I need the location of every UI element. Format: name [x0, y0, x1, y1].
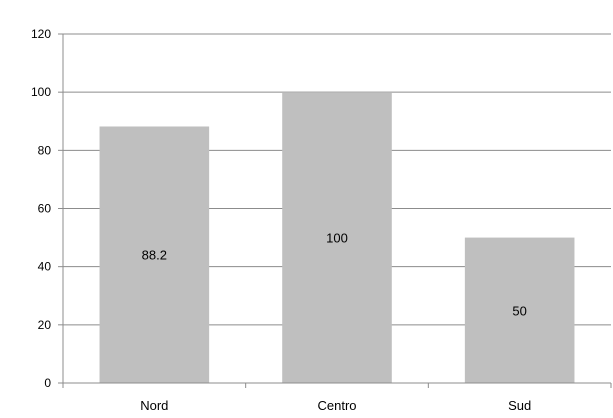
bar-nord — [99, 126, 210, 384]
y-tick-label: 20 — [38, 318, 52, 332]
y-tick-label: 60 — [38, 202, 52, 216]
y-tick-label: 40 — [38, 260, 52, 274]
x-tick-label-nord: Nord — [140, 398, 168, 413]
x-tick-label-centro: Centro — [317, 398, 356, 413]
labels: 0 20 40 60 80 100 120 88.2 Nord 100 Centro 50 Sud — [31, 27, 531, 413]
y-tick-label: 100 — [31, 85, 51, 99]
x-tick-label-sud: Sud — [508, 398, 531, 413]
data-label-nord: 88.2 — [142, 248, 167, 263]
axes — [58, 33, 612, 388]
y-tick-label: 80 — [38, 143, 52, 157]
bars — [99, 92, 575, 384]
y-tick-label: 0 — [44, 376, 51, 390]
bar-centro — [282, 92, 392, 384]
bar-sud — [464, 237, 575, 383]
data-label-sud: 50 — [512, 303, 526, 318]
y-tick-label: 120 — [31, 27, 51, 41]
data-label-centro: 100 — [326, 231, 348, 246]
